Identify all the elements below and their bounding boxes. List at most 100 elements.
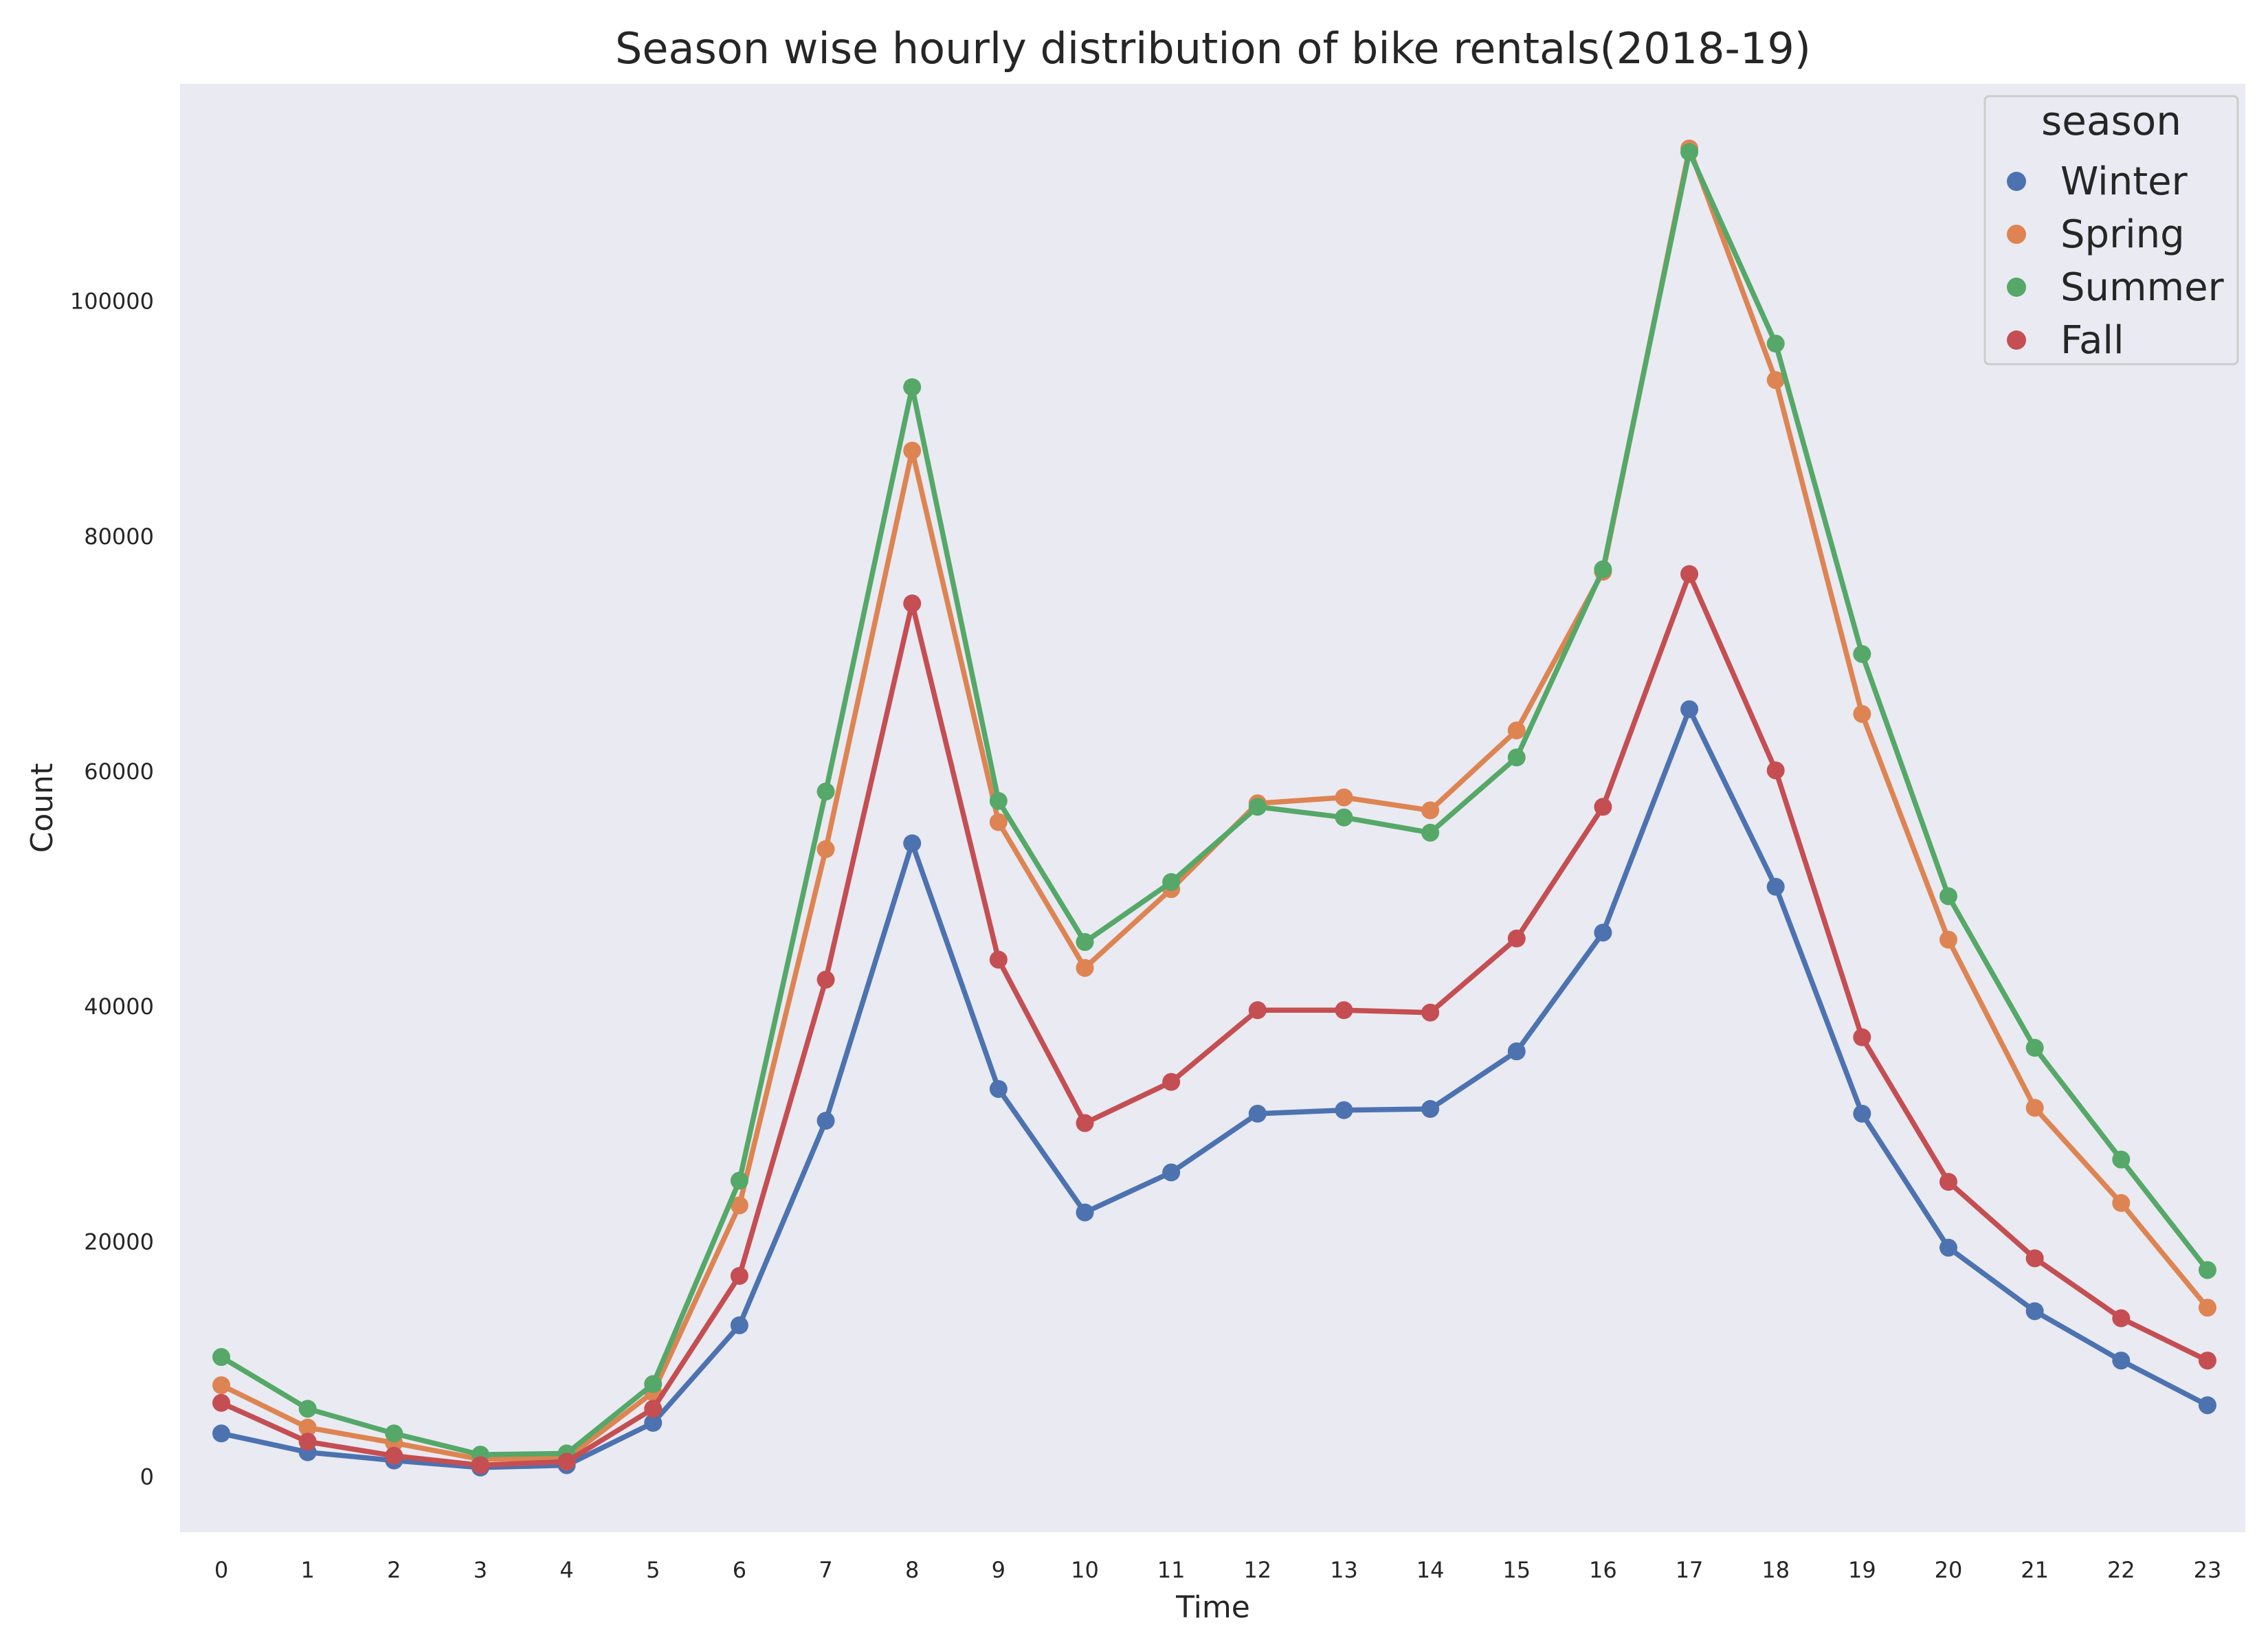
point-summer-10 bbox=[1076, 933, 1094, 952]
x-tick-label-19: 19 bbox=[1848, 1557, 1876, 1583]
point-spring-15 bbox=[1507, 721, 1526, 740]
point-spring-23 bbox=[2198, 1299, 2216, 1317]
x-tick-label-1: 1 bbox=[300, 1557, 314, 1583]
legend-label-winter: Winter bbox=[2060, 159, 2188, 204]
point-fall-11 bbox=[1162, 1073, 1181, 1091]
y-tick-label-60000: 60000 bbox=[84, 759, 154, 785]
point-fall-12 bbox=[1248, 1001, 1267, 1020]
x-tick-label-18: 18 bbox=[1761, 1557, 1790, 1583]
point-winter-18 bbox=[1766, 877, 1785, 896]
point-fall-17 bbox=[1680, 565, 1699, 583]
point-summer-11 bbox=[1162, 873, 1181, 891]
point-fall-2 bbox=[385, 1446, 403, 1465]
point-spring-14 bbox=[1421, 801, 1440, 820]
x-tick-label-0: 0 bbox=[214, 1557, 228, 1583]
point-fall-15 bbox=[1507, 929, 1526, 947]
point-winter-9 bbox=[989, 1079, 1008, 1098]
x-tick-labels: 0 1 2 3 4 5 6 7 8 9 10 11 12 13 14 15 16 17 18 19 20 21 22 23 bbox=[214, 1557, 2221, 1583]
point-summer-14 bbox=[1421, 823, 1440, 842]
point-summer-6 bbox=[730, 1171, 748, 1190]
y-tick-labels: 0 20000 40000 60000 80000 100000 bbox=[70, 289, 154, 1490]
point-summer-12 bbox=[1248, 798, 1267, 816]
legend: season Winter Spring Summer Fall bbox=[1983, 95, 2239, 366]
x-tick-label-21: 21 bbox=[2021, 1557, 2049, 1583]
series-layer bbox=[212, 139, 2216, 1477]
x-tick-label-7: 7 bbox=[819, 1557, 832, 1583]
x-tick-label-5: 5 bbox=[646, 1557, 660, 1583]
point-summer-20 bbox=[1939, 887, 1957, 906]
chart-title: Season wise hourly distribution of bike … bbox=[615, 23, 1811, 74]
point-fall-1 bbox=[298, 1433, 317, 1451]
legend-marker-summer bbox=[2007, 278, 2026, 297]
point-fall-6 bbox=[730, 1266, 748, 1285]
x-tick-label-22: 22 bbox=[2107, 1557, 2135, 1583]
point-winter-17 bbox=[1680, 700, 1699, 719]
point-spring-22 bbox=[2112, 1193, 2131, 1212]
point-fall-9 bbox=[989, 950, 1008, 969]
y-tick-label-40000: 40000 bbox=[84, 994, 154, 1020]
point-winter-15 bbox=[1507, 1042, 1526, 1061]
point-winter-6 bbox=[730, 1316, 748, 1334]
x-tick-label-23: 23 bbox=[2194, 1557, 2222, 1583]
point-spring-18 bbox=[1766, 371, 1785, 390]
point-fall-8 bbox=[903, 594, 922, 613]
point-fall-16 bbox=[1594, 798, 1612, 816]
point-spring-0 bbox=[212, 1376, 230, 1395]
point-winter-11 bbox=[1162, 1163, 1181, 1182]
point-summer-16 bbox=[1594, 560, 1612, 579]
point-summer-13 bbox=[1335, 808, 1353, 827]
point-fall-4 bbox=[557, 1452, 576, 1471]
point-spring-10 bbox=[1076, 958, 1094, 977]
point-fall-13 bbox=[1335, 1001, 1353, 1020]
point-summer-1 bbox=[298, 1400, 317, 1418]
x-tick-label-20: 20 bbox=[1935, 1557, 1963, 1583]
point-summer-23 bbox=[2198, 1261, 2216, 1279]
point-summer-22 bbox=[2112, 1150, 2131, 1169]
point-summer-0 bbox=[212, 1348, 230, 1367]
point-summer-5 bbox=[644, 1375, 663, 1393]
point-spring-21 bbox=[2025, 1099, 2044, 1117]
point-spring-8 bbox=[903, 441, 922, 460]
point-winter-13 bbox=[1335, 1101, 1353, 1119]
x-tick-label-14: 14 bbox=[1416, 1557, 1445, 1583]
point-winter-22 bbox=[2112, 1351, 2131, 1370]
x-tick-label-8: 8 bbox=[905, 1557, 919, 1583]
point-winter-23 bbox=[2198, 1396, 2216, 1415]
point-fall-14 bbox=[1421, 1003, 1440, 1022]
point-summer-17 bbox=[1680, 143, 1699, 161]
legend-marker-winter bbox=[2007, 172, 2026, 191]
x-tick-label-9: 9 bbox=[992, 1557, 1005, 1583]
point-summer-2 bbox=[385, 1424, 403, 1443]
point-spring-7 bbox=[816, 840, 835, 858]
point-fall-20 bbox=[1939, 1173, 1957, 1191]
series-summer bbox=[212, 143, 2216, 1464]
x-tick-label-11: 11 bbox=[1157, 1557, 1186, 1583]
point-fall-19 bbox=[1853, 1028, 1871, 1046]
point-summer-18 bbox=[1766, 335, 1785, 353]
x-tick-label-6: 6 bbox=[733, 1557, 746, 1583]
legend-title: season bbox=[2041, 98, 2181, 144]
point-winter-16 bbox=[1594, 923, 1612, 942]
point-spring-13 bbox=[1335, 788, 1353, 807]
x-tick-label-3: 3 bbox=[474, 1557, 487, 1583]
x-tick-label-17: 17 bbox=[1676, 1557, 1704, 1583]
point-summer-9 bbox=[989, 792, 1008, 810]
series-fall bbox=[212, 565, 2216, 1474]
point-winter-0 bbox=[212, 1424, 230, 1443]
point-winter-10 bbox=[1076, 1203, 1094, 1222]
point-spring-6 bbox=[730, 1196, 748, 1215]
legend-marker-fall bbox=[2007, 330, 2026, 350]
x-tick-label-16: 16 bbox=[1589, 1557, 1617, 1583]
point-fall-7 bbox=[816, 970, 835, 989]
x-tick-label-4: 4 bbox=[559, 1557, 573, 1583]
point-summer-15 bbox=[1507, 748, 1526, 767]
point-fall-23 bbox=[2198, 1351, 2216, 1370]
point-summer-7 bbox=[816, 783, 835, 801]
point-summer-19 bbox=[1853, 644, 1871, 663]
point-summer-8 bbox=[903, 378, 922, 396]
x-tick-label-15: 15 bbox=[1502, 1557, 1531, 1583]
point-fall-18 bbox=[1766, 761, 1785, 780]
point-winter-5 bbox=[644, 1413, 663, 1432]
legend-marker-spring bbox=[2007, 225, 2026, 244]
